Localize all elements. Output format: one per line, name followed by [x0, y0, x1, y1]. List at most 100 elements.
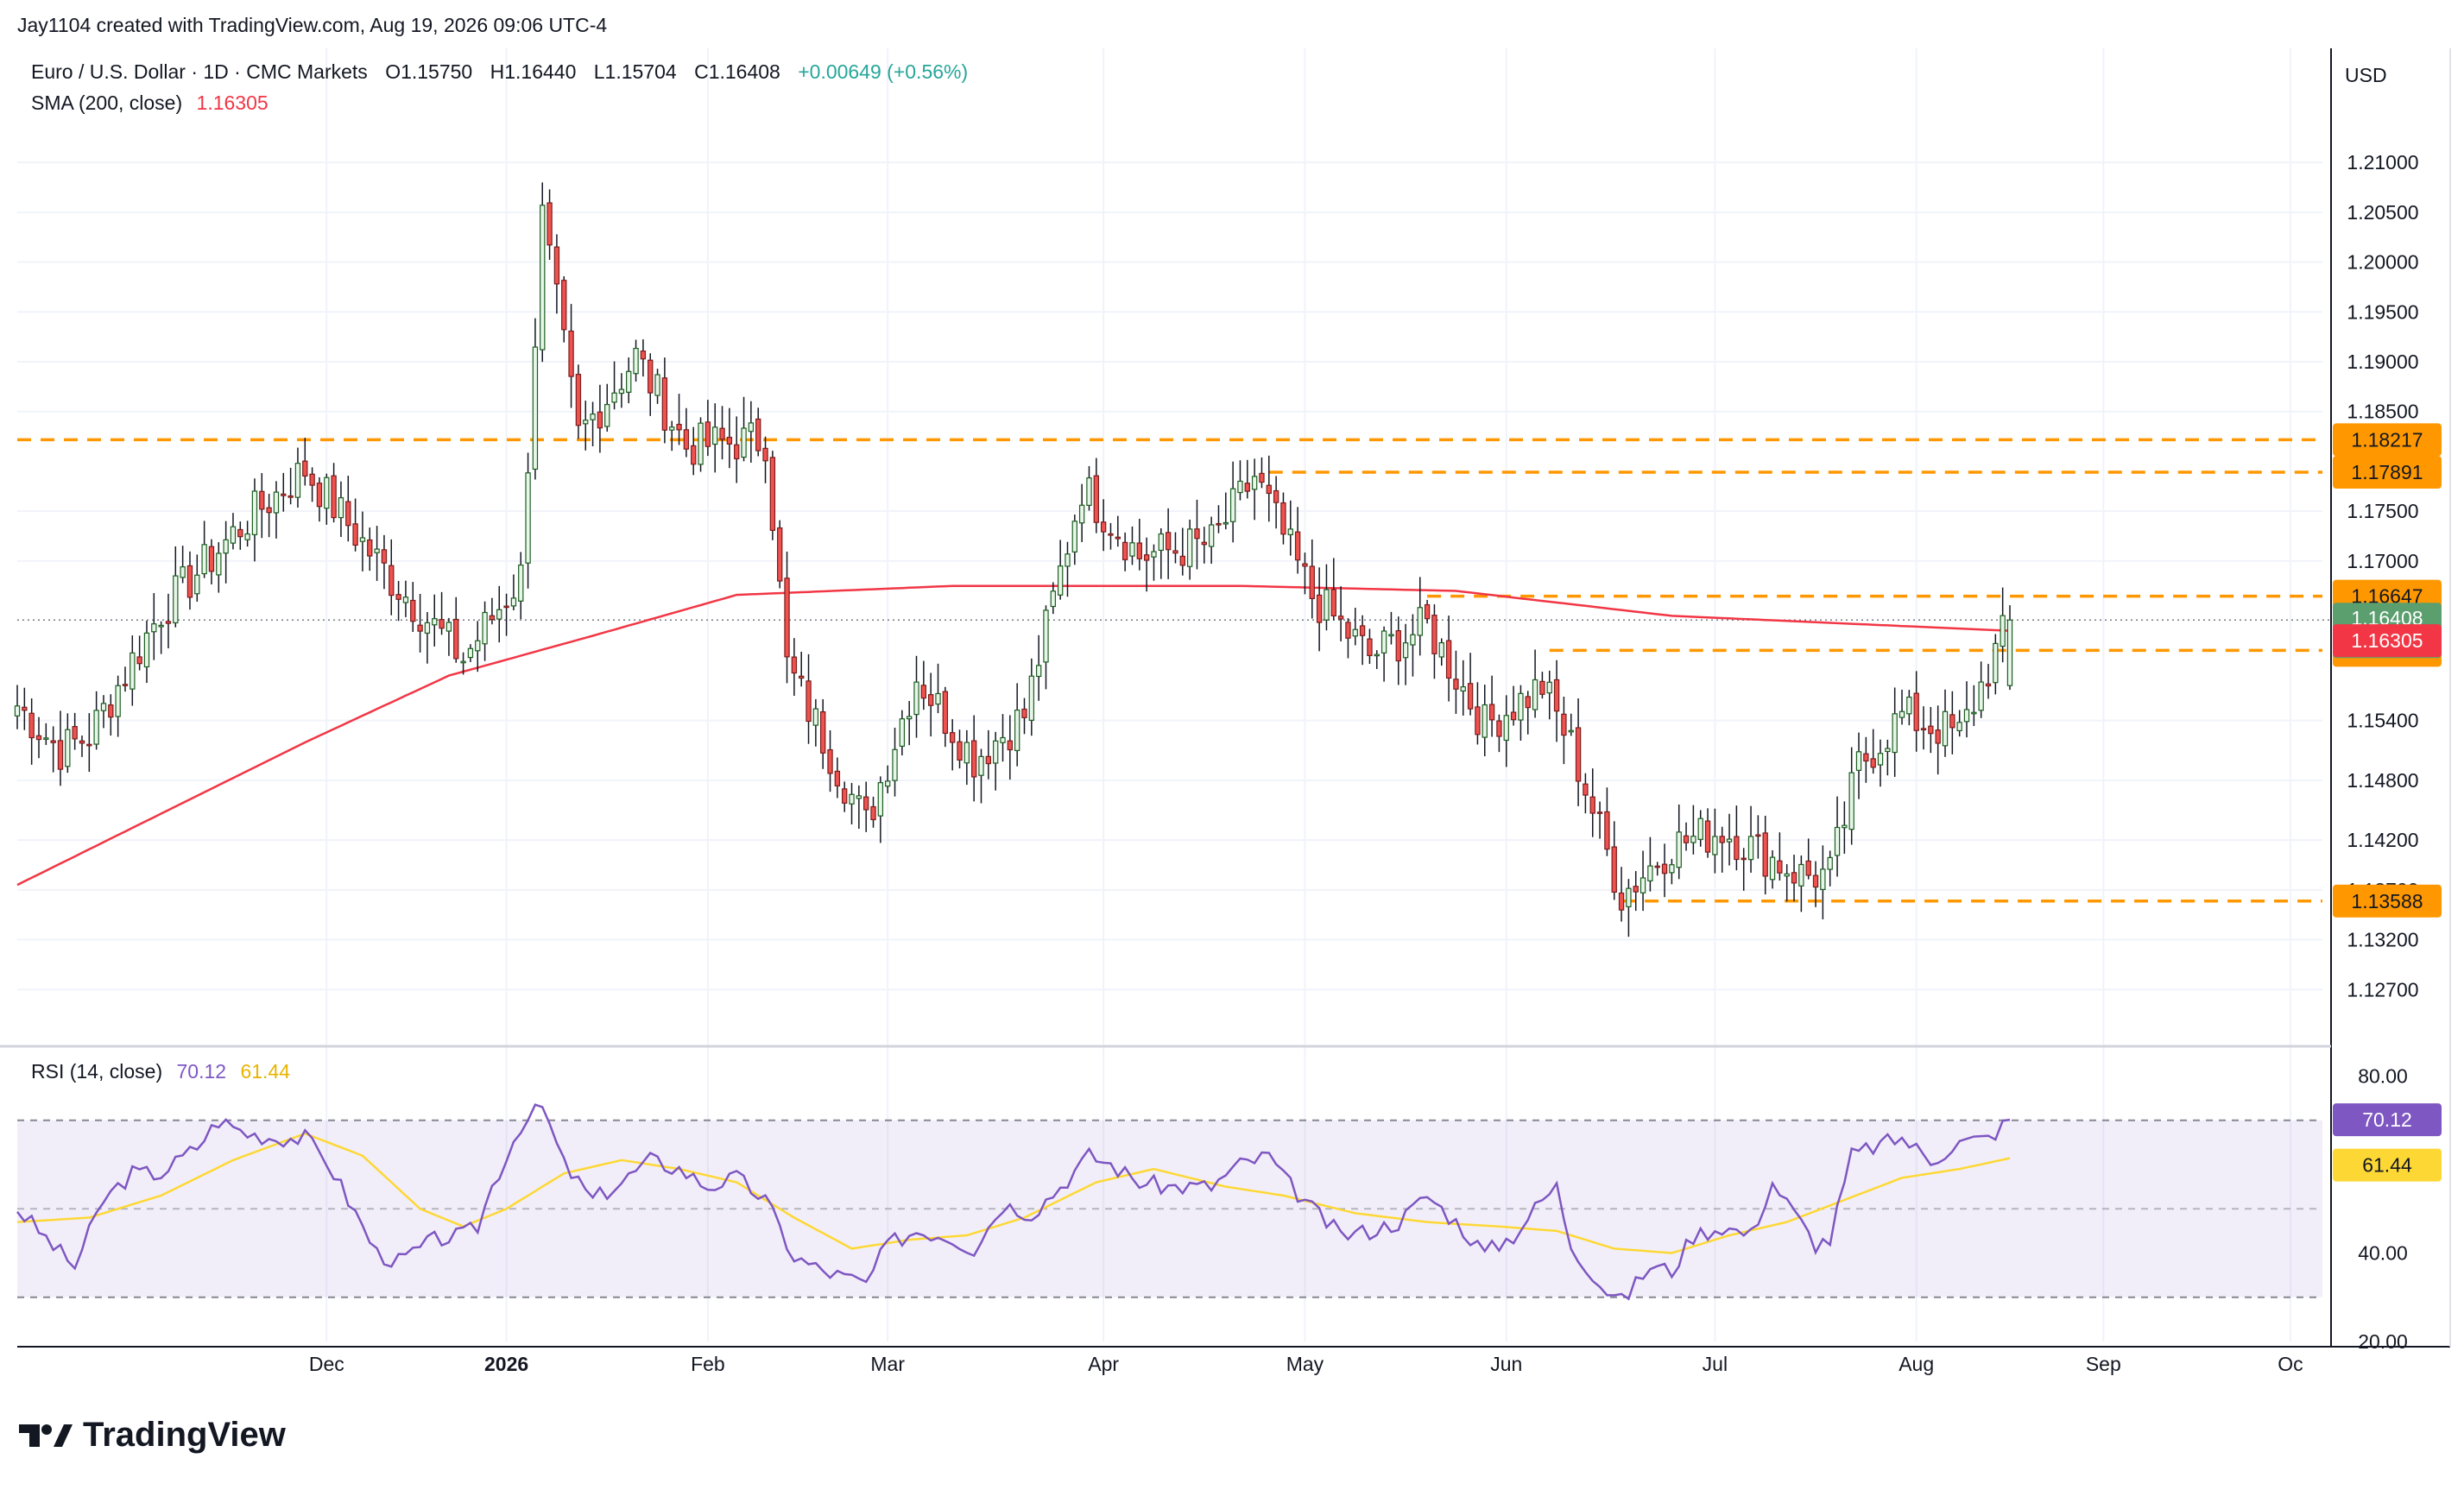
- candle-body: [266, 507, 272, 514]
- candle: [1503, 695, 1509, 767]
- candle-body: [1086, 477, 1092, 506]
- candle: [1928, 707, 1934, 754]
- tradingview-logo[interactable]: TradingView: [19, 1416, 286, 1455]
- candle-body: [1747, 836, 1754, 861]
- candle-body: [762, 447, 768, 462]
- candle: [1755, 815, 1761, 859]
- sma-price-tag-text: 1.16305: [2351, 629, 2423, 652]
- candle: [1086, 465, 1092, 511]
- candle-body: [467, 647, 474, 659]
- candle: [1669, 858, 1675, 885]
- price-tick-label: 1.17000: [2347, 550, 2418, 572]
- candle-body: [769, 457, 776, 531]
- rsi-tick-label: 80.00: [2358, 1065, 2408, 1088]
- candle: [1050, 582, 1057, 615]
- candle: [1093, 458, 1100, 533]
- candle: [1208, 516, 1215, 565]
- candle: [194, 554, 200, 603]
- candle: [467, 644, 474, 662]
- candle-body: [907, 716, 913, 720]
- candle-body: [1367, 638, 1373, 657]
- candle-body: [1690, 836, 1696, 843]
- candle-body: [1374, 653, 1380, 657]
- ohlc-open: O1.15750: [385, 60, 473, 83]
- symbol-name[interactable]: Euro / U.S. Dollar · 1D · CMC Markets: [31, 60, 368, 83]
- candle: [1431, 604, 1437, 679]
- candle-body: [1410, 634, 1416, 646]
- candle-body: [1956, 722, 1962, 732]
- candle: [748, 401, 755, 463]
- candle-body: [136, 656, 142, 665]
- rsi-ma-value-tag-text: 61.44: [2362, 1154, 2412, 1177]
- candle-body: [352, 523, 358, 546]
- candle-body: [1525, 696, 1531, 709]
- candle: [1834, 796, 1841, 877]
- candle-body: [439, 619, 445, 629]
- candle-body: [1237, 480, 1243, 494]
- candle: [244, 521, 250, 547]
- candle-body: [1316, 594, 1323, 623]
- rsi-lines: [16, 1103, 2011, 1301]
- rsi-legend[interactable]: RSI (14, close) 70.12 61.44: [31, 1060, 290, 1083]
- candle: [475, 621, 481, 672]
- candle-body: [870, 805, 876, 821]
- candle-body: [1762, 832, 1768, 877]
- candle: [266, 494, 272, 538]
- candle-body: [553, 246, 560, 285]
- candle-body: [1359, 625, 1366, 636]
- candle-body: [100, 703, 107, 711]
- candle: [510, 574, 517, 610]
- candle-body: [985, 755, 992, 765]
- candle-body: [359, 537, 366, 542]
- level-tag-text: 1.18217: [2351, 428, 2423, 451]
- candle-body: [597, 411, 603, 429]
- candle-body: [1259, 472, 1265, 483]
- candle-body: [1676, 831, 1682, 868]
- candle: [626, 357, 632, 404]
- candle-body: [28, 712, 35, 739]
- rsi-tick-label: 40.00: [2358, 1242, 2408, 1265]
- candle-body: [22, 706, 28, 711]
- candle-body: [345, 501, 351, 527]
- candle-body: [834, 770, 841, 786]
- candle: [970, 715, 977, 802]
- price-tick-label: 1.14200: [2347, 829, 2418, 851]
- candle: [1194, 499, 1200, 570]
- candle-body: [640, 350, 647, 360]
- candle-body: [122, 684, 129, 686]
- candle: [1726, 813, 1733, 866]
- candle-body: [1920, 728, 1927, 731]
- candle: [1453, 650, 1459, 714]
- currency-label[interactable]: USD: [2345, 64, 2387, 86]
- rsi-ma-legend-value: 61.44: [240, 1060, 291, 1083]
- candle: [1223, 492, 1229, 530]
- candle-body: [1704, 820, 1711, 853]
- candle-body: [208, 546, 215, 572]
- candle-body: [618, 388, 625, 395]
- candle: [482, 601, 488, 661]
- time-tick-label: Apr: [1088, 1353, 1119, 1375]
- candle-body: [676, 423, 682, 431]
- candle: [1316, 567, 1323, 652]
- candle-body: [1453, 679, 1459, 690]
- rsi-ma-line: [16, 1132, 2011, 1254]
- candle-body: [273, 491, 280, 514]
- price-tick-label: 1.15400: [2347, 710, 2418, 732]
- candle-body: [1165, 532, 1172, 551]
- candle: [1475, 682, 1481, 745]
- candle: [439, 591, 445, 635]
- candle: [827, 730, 833, 792]
- candle-body: [367, 539, 373, 557]
- sma-legend[interactable]: SMA (200, close) 1.16305: [31, 92, 269, 115]
- candle: [1791, 855, 1797, 902]
- candle: [963, 729, 970, 786]
- candle-body: [93, 710, 99, 745]
- candle-body: [294, 463, 301, 498]
- candle: [547, 189, 553, 260]
- candle-body: [1438, 641, 1444, 658]
- candle-body: [1143, 554, 1150, 561]
- candle: [1906, 690, 1912, 726]
- candle-body: [1014, 709, 1020, 752]
- candle: [1057, 540, 1064, 600]
